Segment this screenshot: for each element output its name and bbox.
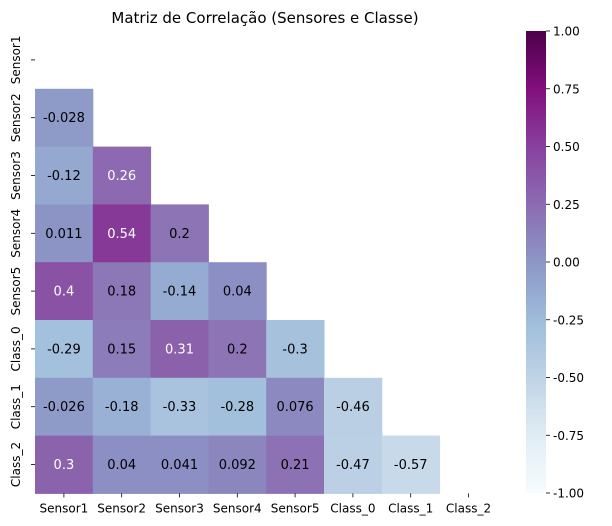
- heatmap-cell-Class_0-Sensor1: [35, 320, 94, 379]
- heatmap-cell-Sensor5-Sensor1: [35, 262, 94, 321]
- heatmap-cell-Class_2-Sensor4: [208, 435, 267, 494]
- colorbar-tick-label: -0.75: [553, 429, 584, 443]
- heatmap-cell-Class_2-Sensor1: [35, 435, 94, 494]
- heatmap-cell-Sensor5-Sensor4: [208, 262, 267, 321]
- y-tick-label-Class_2: Class_2: [9, 442, 23, 487]
- x-tick-label-Sensor3: Sensor3: [155, 501, 204, 515]
- heatmap-cell-Sensor5-Sensor2: [92, 262, 152, 321]
- heatmap-cell-Sensor3-Sensor1: [35, 146, 94, 205]
- heatmap-cell-Class_2-Sensor3: [150, 435, 209, 494]
- y-tick-label-Sensor4: Sensor4: [9, 209, 23, 258]
- x-axis: Sensor1 Sensor2 Sensor3 Sensor4 Sensor5 Class…: [40, 493, 491, 515]
- cell-value-Sensor4-Sensor2: 0.54: [107, 227, 136, 242]
- y-tick-label-Sensor1: Sensor1: [9, 36, 23, 85]
- y-tick-label-Sensor5: Sensor5: [9, 267, 23, 316]
- cell-value-Class_2-Sensor5: 0.21: [281, 458, 310, 473]
- heatmap-cell-Sensor4-Sensor1: [35, 204, 94, 263]
- cell-value-Sensor4-Sensor3: 0.2: [169, 227, 190, 242]
- heatmap-cell-Class_0-Sensor2: [92, 320, 152, 379]
- cell-value-Class_2-Sensor4: 0.092: [219, 458, 256, 473]
- cell-value-Class_1-Sensor2: -0.18: [105, 400, 139, 415]
- cell-value-Class_0-Sensor1: -0.29: [47, 342, 81, 357]
- colorbar-axis: -1.00 -0.75 -0.50 -0.25 0.00 0.25 0.50 0.75 1.00: [546, 25, 584, 501]
- cell-value-Class_1-Sensor3: -0.33: [163, 400, 197, 415]
- heatmap-cell-Sensor5-Sensor3: [150, 262, 209, 321]
- heatmap-cell-Class_2-Sensor2: [92, 435, 152, 494]
- x-tick-label-Class_2: Class_2: [446, 501, 491, 515]
- cell-value-Class_1-Sensor1: -0.026: [43, 400, 85, 415]
- x-tick-label-Class_1: Class_1: [388, 501, 433, 515]
- x-tick-label-Sensor5: Sensor5: [271, 501, 320, 515]
- cell-value-Sensor5-Sensor4: 0.04: [223, 285, 252, 300]
- heatmap-cell-Class_2-Class_0: [324, 435, 383, 494]
- cell-value-Class_2-Sensor2: 0.04: [107, 458, 136, 473]
- cell-value-Sensor5-Sensor1: 0.4: [54, 285, 75, 300]
- cell-value-Class_2-Class_0: -0.47: [336, 458, 370, 473]
- heatmap-cell-Sensor3-Sensor2: [92, 146, 152, 205]
- x-tick-label-Class_0: Class_0: [330, 501, 375, 515]
- y-tick-label-Class_0: Class_0: [9, 326, 23, 371]
- heatmap-cell-Class_1-Sensor4: [208, 377, 267, 437]
- cell-value-Class_1-Sensor4: -0.28: [220, 400, 254, 415]
- cell-value-Class_2-Class_1: -0.57: [394, 458, 428, 473]
- colorbar-tick-label: -0.50: [553, 371, 584, 385]
- y-axis: Sensor1 Sensor2 Sensor3 Sensor4 Sensor5 Class…: [9, 36, 35, 487]
- heatmap-cell-Sensor2-Sensor1: [35, 88, 94, 148]
- heatmap-cell-labels: -0.028 -0.12 0.26 0.011 0.54 0.2 0.4 0.18 -0.14 0…: [43, 111, 428, 473]
- cell-value-Class_0-Sensor4: 0.2: [227, 342, 248, 357]
- y-tick-label-Class_1: Class_1: [9, 384, 23, 429]
- colorbar-tick-label: -0.25: [553, 313, 584, 327]
- cell-value-Sensor4-Sensor1: 0.011: [45, 227, 82, 242]
- x-tick-label-Sensor2: Sensor2: [97, 501, 146, 515]
- cell-value-Sensor3-Sensor1: -0.12: [47, 169, 81, 184]
- heatmap-cell-Class_2-Sensor5: [266, 435, 325, 494]
- cell-value-Sensor5-Sensor2: 0.18: [107, 285, 136, 300]
- cell-value-Class_1-Class_0: -0.46: [336, 400, 370, 415]
- y-tick-label-Sensor2: Sensor2: [9, 93, 23, 142]
- heatmap-cell-Class_1-Sensor2: [92, 377, 152, 437]
- colorbar-tick-label: 0.75: [553, 82, 580, 96]
- y-tick-label-Sensor3: Sensor3: [9, 151, 23, 200]
- chart-title: Matriz de Correlação (Sensores e Classe): [111, 9, 418, 27]
- heatmap-cell-Class_1-Class_0: [324, 377, 383, 437]
- heatmap-cell-Sensor4-Sensor2: [92, 204, 152, 263]
- cell-value-Class_1-Sensor5: 0.076: [276, 400, 313, 415]
- heatmap-cell-Class_1-Sensor5: [266, 377, 325, 437]
- heatmap-cell-Class_0-Sensor4: [208, 320, 267, 379]
- colorbar: [526, 31, 546, 493]
- x-tick-label-Sensor4: Sensor4: [213, 501, 262, 515]
- cell-value-Sensor3-Sensor2: 0.26: [107, 169, 136, 184]
- cell-value-Sensor2-Sensor1: -0.028: [43, 111, 85, 126]
- cell-value-Class_0-Sensor3: 0.31: [165, 342, 194, 357]
- heatmap-cell-Class_1-Sensor1: [35, 377, 94, 437]
- colorbar-tick-label: 0.25: [553, 198, 580, 212]
- heatmap-cell-Class_2-Class_1: [381, 435, 441, 494]
- cell-value-Class_0-Sensor5: -0.3: [282, 342, 307, 357]
- x-tick-label-Sensor1: Sensor1: [40, 501, 89, 515]
- heatmap-cell-Class_0-Sensor3: [150, 320, 209, 379]
- cell-value-Sensor5-Sensor3: -0.14: [163, 285, 197, 300]
- colorbar-tick-label: 0.00: [553, 256, 580, 270]
- heatmap-cell-Class_1-Sensor3: [150, 377, 209, 437]
- colorbar-tick-label: 1.00: [553, 25, 580, 39]
- cell-value-Class_2-Sensor1: 0.3: [54, 458, 75, 473]
- colorbar-tick-label: 0.50: [553, 140, 580, 154]
- heatmap-cells: [35, 88, 441, 494]
- heatmap-cell-Class_0-Sensor5: [266, 320, 325, 379]
- cell-value-Class_0-Sensor2: 0.15: [107, 342, 136, 357]
- heatmap-cell-Sensor4-Sensor3: [150, 204, 209, 263]
- colorbar-tick-label: -1.00: [553, 487, 584, 501]
- cell-value-Class_2-Sensor3: 0.041: [161, 458, 198, 473]
